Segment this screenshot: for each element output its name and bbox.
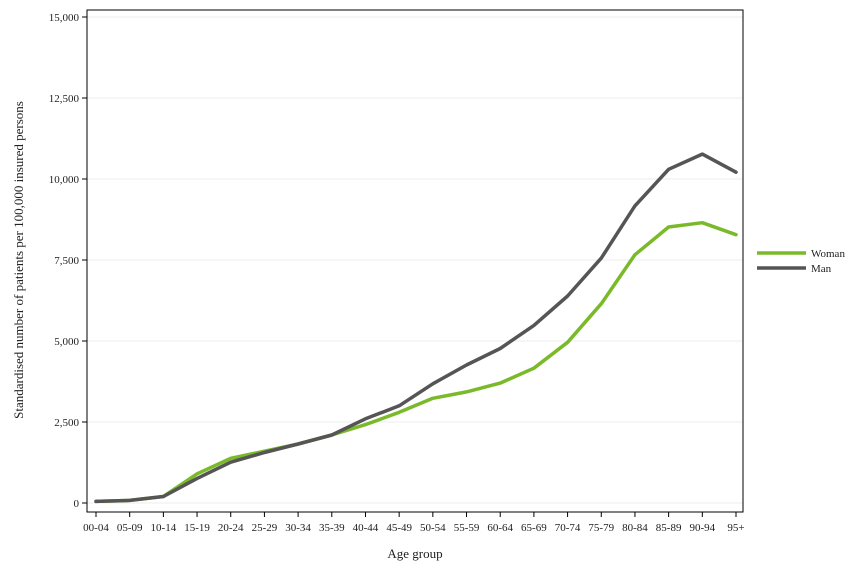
y-tick-label: 7,500 (54, 255, 79, 267)
legend-label-woman: Woman (811, 248, 845, 260)
x-tick-label: 95+ (727, 522, 744, 534)
series-lines (94, 152, 738, 504)
y-tick-label: 2,500 (54, 417, 79, 429)
y-tick-label: 5,000 (54, 336, 79, 348)
plot-frame (86, 9, 744, 513)
x-tick-label: 25-29 (252, 522, 278, 534)
legend-label-man: Man (811, 263, 832, 275)
x-tick-label: 15-19 (184, 522, 210, 534)
y-axis: 0 2,500 5,000 7,500 10,000 12,500 15,000 (49, 12, 87, 510)
y-tick-label: 0 (74, 498, 80, 510)
x-tick-label: 10-14 (151, 522, 177, 534)
x-tick-label: 65-69 (521, 522, 547, 534)
y-tick-label: 15,000 (49, 12, 80, 24)
series-line-woman (94, 220, 738, 504)
x-tick-label: 60-64 (487, 522, 513, 534)
x-tick-label: 30-34 (285, 522, 311, 534)
x-tick-label: 85-89 (656, 522, 682, 534)
x-tick-label: 20-24 (218, 522, 244, 534)
y-tick-label: 12,500 (49, 93, 80, 105)
y-axis-title: Standardised number of patients per 100,… (11, 101, 26, 419)
series-line-man (94, 152, 738, 504)
x-tick-label: 40-44 (353, 522, 379, 534)
x-tick-label: 70-74 (555, 522, 581, 534)
x-tick-label: 90-94 (689, 522, 715, 534)
y-tick-label: 10,000 (49, 174, 80, 186)
legend: Woman Man (757, 248, 845, 275)
x-tick-label: 50-54 (420, 522, 446, 534)
x-tick-label: 45-49 (386, 522, 412, 534)
x-tick-label: 80-84 (622, 522, 648, 534)
x-axis-title: Age group (387, 546, 442, 561)
x-tick-label: 35-39 (319, 522, 345, 534)
gridlines (87, 16, 743, 504)
x-tick-label: 55-59 (454, 522, 480, 534)
x-tick-label: 05-09 (117, 522, 143, 534)
x-tick-label: 75-79 (588, 522, 614, 534)
x-axis: 00-04 05-09 10-14 15-19 20-24 25-29 30-34 35-39… (83, 512, 745, 534)
x-tick-label: 00-04 (83, 522, 109, 534)
